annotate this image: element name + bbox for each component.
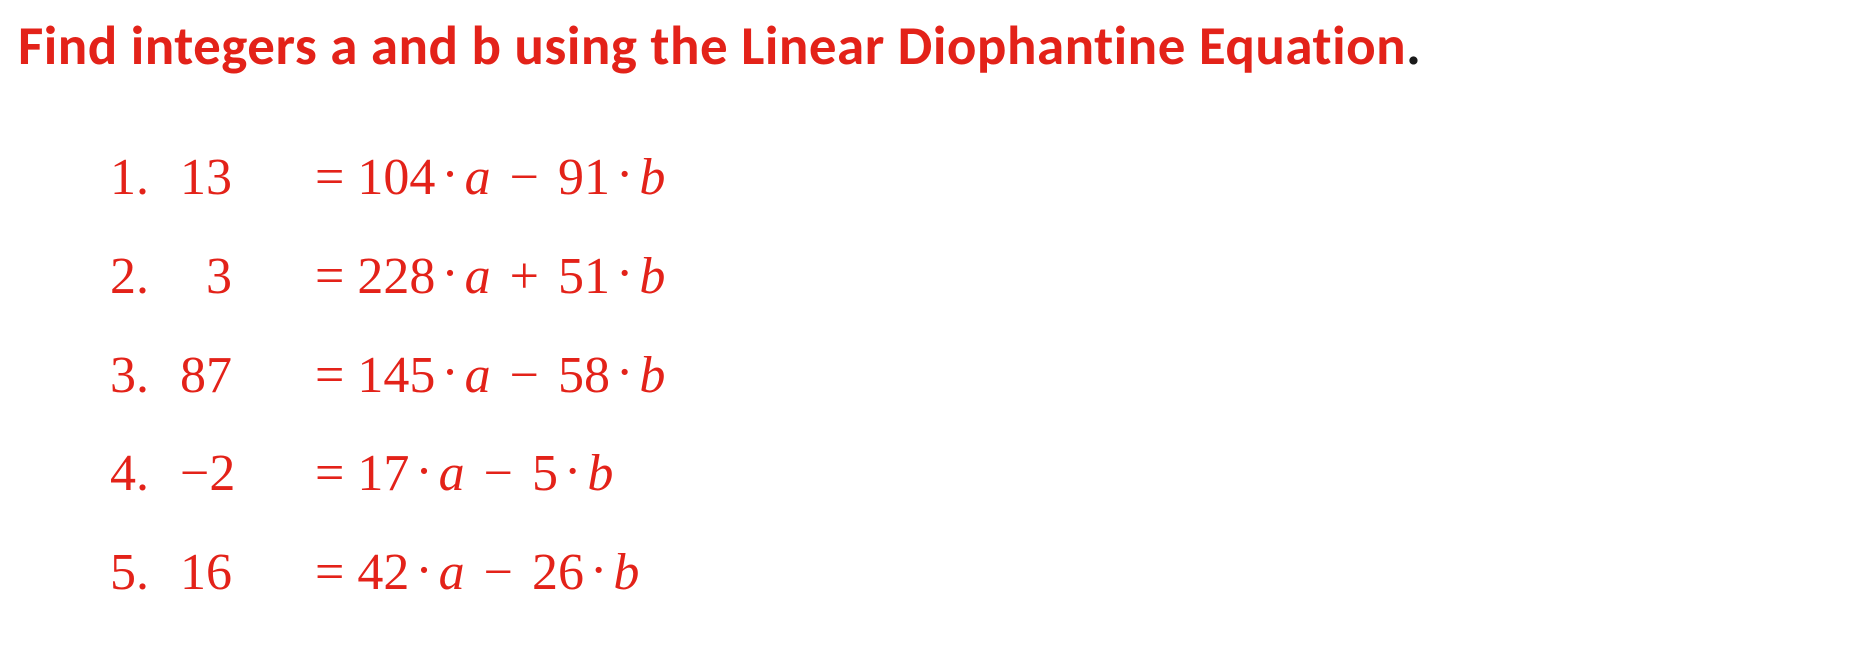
equation-number: 4. xyxy=(110,425,170,524)
operator: − xyxy=(478,445,519,502)
equation-number: 2. xyxy=(110,228,170,327)
lhs-value: 3 xyxy=(206,248,232,305)
equation-rhs: = 228·a + 51·b xyxy=(315,228,665,327)
dot-operator: · xyxy=(435,344,464,401)
dot-operator: · xyxy=(435,245,464,302)
var-b: b xyxy=(639,149,665,206)
dot-operator: · xyxy=(435,146,464,203)
var-a: a xyxy=(465,149,491,206)
equation-rhs: = 104·a − 91·b xyxy=(315,129,665,228)
equations-list: 1. 13 = 104·a − 91·b 2. 3 = 228·a + 51·b… xyxy=(0,79,1866,623)
heading-text: Find integers a and b using the Linear D… xyxy=(18,12,1406,79)
equation-lhs: 13 xyxy=(170,129,315,228)
coef-b: 91 xyxy=(558,149,610,206)
equation-row: 2. 3 = 228·a + 51·b xyxy=(110,228,1866,327)
var-b: b xyxy=(613,544,639,601)
coef-b: 5 xyxy=(532,445,558,502)
coef-a: 17 xyxy=(357,445,409,502)
equation-lhs: 16 xyxy=(170,524,315,623)
equation-row: 1. 13 = 104·a − 91·b xyxy=(110,129,1866,228)
var-a: a xyxy=(465,248,491,305)
coef-b: 51 xyxy=(558,248,610,305)
coef-a: 42 xyxy=(357,544,409,601)
page-title: Find integers a and b using the Linear D… xyxy=(0,0,1866,79)
equation-rhs: = 42·a − 26·b xyxy=(315,524,639,623)
dot-operator: · xyxy=(409,542,438,599)
equals-sign: = xyxy=(315,149,344,206)
equation-row: 4. −2 = 17·a − 5·b xyxy=(110,425,1866,524)
coef-a: 228 xyxy=(357,248,435,305)
coef-a: 104 xyxy=(357,149,435,206)
dot-operator: · xyxy=(584,542,613,599)
operator: + xyxy=(504,248,545,305)
equation-lhs: −2 xyxy=(170,425,315,524)
equals-sign: = xyxy=(315,347,344,404)
equals-sign: = xyxy=(315,544,344,601)
dot-operator: · xyxy=(610,146,639,203)
equation-lhs: 3 xyxy=(170,228,315,327)
equation-rhs: = 145·a − 58·b xyxy=(315,327,665,426)
equation-number: 3. xyxy=(110,327,170,426)
dot-operator: · xyxy=(409,443,438,500)
var-a: a xyxy=(465,347,491,404)
var-b: b xyxy=(639,347,665,404)
equation-row: 5. 16 = 42·a − 26·b xyxy=(110,524,1866,623)
var-a: a xyxy=(439,445,465,502)
var-a: a xyxy=(439,544,465,601)
heading-period: . xyxy=(1406,12,1421,79)
operator: − xyxy=(504,347,545,404)
equation-rhs: = 17·a − 5·b xyxy=(315,425,613,524)
dot-operator: · xyxy=(610,245,639,302)
equation-number: 1. xyxy=(110,129,170,228)
equation-row: 3. 87 = 145·a − 58·b xyxy=(110,327,1866,426)
coef-b: 58 xyxy=(558,347,610,404)
equals-sign: = xyxy=(315,248,344,305)
coef-a: 145 xyxy=(357,347,435,404)
var-b: b xyxy=(587,445,613,502)
dot-operator: · xyxy=(558,443,587,500)
var-b: b xyxy=(639,248,665,305)
coef-b: 26 xyxy=(532,544,584,601)
operator: − xyxy=(504,149,545,206)
dot-operator: · xyxy=(610,344,639,401)
equals-sign: = xyxy=(315,445,344,502)
operator: − xyxy=(478,544,519,601)
equation-number: 5. xyxy=(110,524,170,623)
equation-lhs: 87 xyxy=(170,327,315,426)
